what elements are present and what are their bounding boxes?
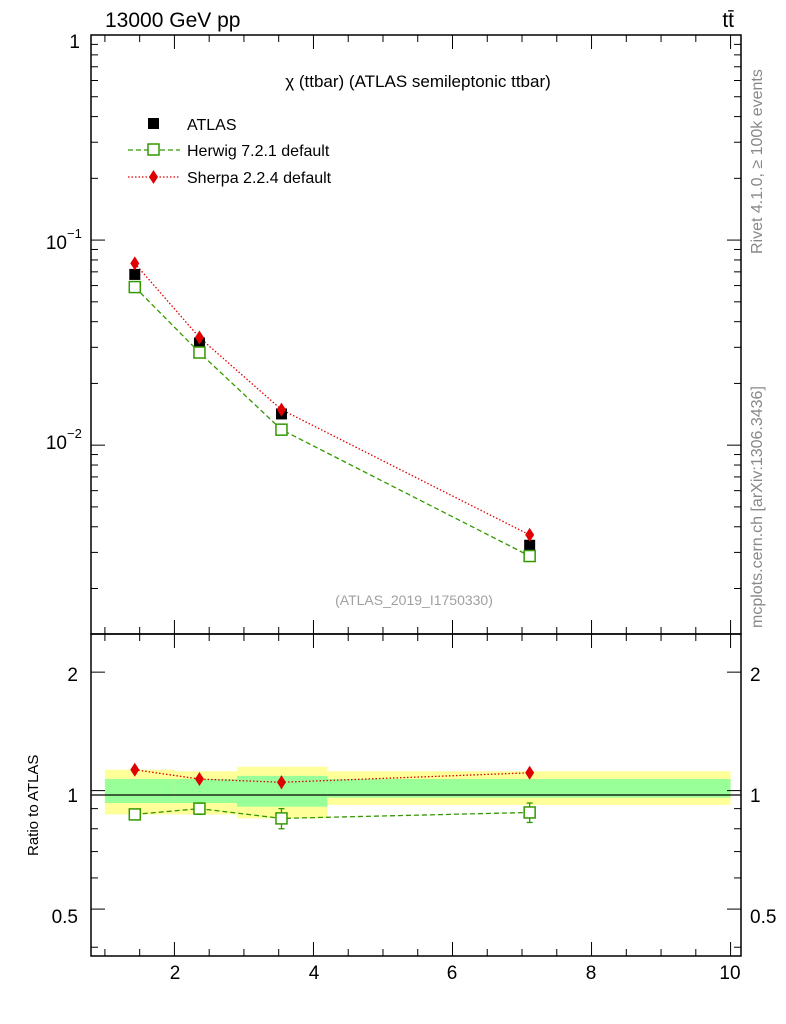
ratio-axis-ticks xyxy=(91,634,741,956)
main-panel: 1 10 −1 10 −2 χ (ttbar) (ATLAS semilepto… xyxy=(46,32,742,635)
ratio-sherpa-point xyxy=(276,775,286,790)
ratio-tick-1-left: 1 xyxy=(67,786,78,807)
sherpa-point xyxy=(276,402,286,417)
header-left-title: 13000 GeV pp xyxy=(105,9,240,32)
legend-sherpa-label: Sherpa 2.2.4 default xyxy=(187,170,332,187)
rivet-label: Rivet 4.1.0, ≥ 100k events xyxy=(749,69,766,254)
ratio-band-inner xyxy=(104,779,175,804)
ratio-herwig-point xyxy=(275,812,288,825)
legend-atlas-marker xyxy=(148,118,159,129)
ratio-tick-2-left: 2 xyxy=(67,665,78,686)
herwig-point xyxy=(193,346,206,359)
ratio-herwig-point xyxy=(128,808,142,821)
ratio-sherpa-point xyxy=(194,772,204,787)
legend-herwig-marker xyxy=(147,143,160,156)
analysis-id: (ATLAS_2019_I1750330) xyxy=(335,592,493,608)
legend-atlas-label: ATLAS xyxy=(187,117,237,134)
x-tick-label-2: 2 xyxy=(170,963,181,984)
ratio-herwig-point xyxy=(193,802,206,815)
ratio-panel: 2 1 0.5 2 1 0.5 Ratio to ATLAS 2 4 6 8 1… xyxy=(25,633,776,984)
ratio-sherpa-point xyxy=(525,765,535,780)
sherpa-point xyxy=(194,330,204,345)
ratio-bands xyxy=(104,766,731,819)
y-tick-exponent-a: −1 xyxy=(67,226,82,241)
x-tick-label-10: 10 xyxy=(719,963,740,984)
legend-sherpa-marker xyxy=(149,170,158,184)
herwig-point xyxy=(523,549,536,563)
main-axis-ticks xyxy=(91,34,741,634)
y-tick-exponent-b: −2 xyxy=(67,426,82,441)
atlas-point xyxy=(524,539,536,551)
y-tick-label-10-b: 10 xyxy=(46,433,67,454)
y-tick-label-10-a: 10 xyxy=(46,233,67,254)
mcplots-label: mcplots.cern.ch [arXiv:1306.3436] xyxy=(749,386,766,628)
chart-title: χ (ttbar) (ATLAS semileptonic ttbar) xyxy=(285,72,551,91)
ratio-tick-05-left: 0.5 xyxy=(52,907,78,928)
sherpa-line xyxy=(134,262,530,536)
ratio-herwig-line xyxy=(134,807,530,820)
x-tick-label-8: 8 xyxy=(586,963,597,984)
x-tick-label-6: 6 xyxy=(447,963,458,984)
ratio-herwig-point xyxy=(523,806,536,819)
atlas-point xyxy=(129,268,141,280)
ratio-band-inner xyxy=(327,779,731,798)
ratio-sherpa-point xyxy=(130,762,140,777)
herwig-point xyxy=(128,280,142,294)
legend: ATLAS Herwig 7.2.1 default Sherpa 2.2.4 … xyxy=(128,117,332,187)
sherpa-point xyxy=(130,256,140,271)
sherpa-point xyxy=(525,527,535,542)
main-series xyxy=(128,256,536,563)
ratio-band-inner xyxy=(174,779,237,804)
ratio-sherpa-line xyxy=(134,769,530,783)
y-tick-label-1: 1 xyxy=(69,32,80,53)
ratio-ylabel: Ratio to ATLAS xyxy=(25,755,42,856)
herwig-line xyxy=(134,286,530,557)
herwig-point xyxy=(275,423,288,436)
ratio-frame xyxy=(90,633,742,957)
ratio-tick-2-right: 2 xyxy=(750,665,761,686)
ratio-tick-1-right: 1 xyxy=(750,786,761,807)
header-right-title: tt̄ xyxy=(722,9,734,32)
legend-herwig-label: Herwig 7.2.1 default xyxy=(187,143,330,160)
ratio-tick-05-right: 0.5 xyxy=(750,907,776,928)
x-tick-label-4: 4 xyxy=(309,963,320,984)
ratio-series xyxy=(128,762,536,830)
